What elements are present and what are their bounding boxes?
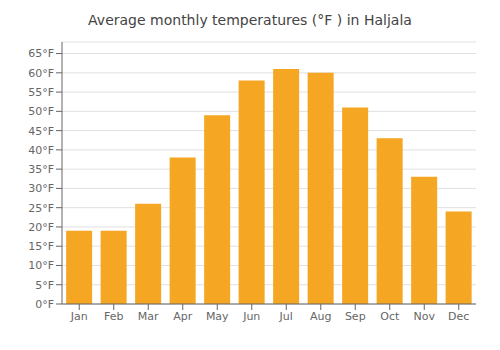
svg-text:Oct: Oct	[380, 310, 400, 323]
svg-text:Mar: Mar	[138, 310, 159, 323]
svg-text:Sep: Sep	[345, 310, 366, 323]
svg-text:Dec: Dec	[448, 310, 469, 323]
svg-text:Feb: Feb	[104, 310, 123, 323]
svg-text:55°F: 55°F	[28, 86, 54, 99]
svg-text:10°F: 10°F	[28, 259, 54, 272]
svg-text:35°F: 35°F	[28, 163, 54, 176]
svg-text:Jul: Jul	[279, 310, 293, 323]
svg-text:Jan: Jan	[70, 310, 88, 323]
svg-text:40°F: 40°F	[28, 144, 54, 157]
svg-text:Nov: Nov	[414, 310, 436, 323]
svg-text:Apr: Apr	[173, 310, 193, 323]
svg-text:0°F: 0°F	[35, 298, 54, 311]
svg-text:30°F: 30°F	[28, 182, 54, 195]
svg-text:Aug: Aug	[310, 310, 331, 323]
svg-text:Jun: Jun	[242, 310, 260, 323]
svg-text:65°F: 65°F	[28, 47, 54, 60]
svg-text:60°F: 60°F	[28, 67, 54, 80]
svg-text:May: May	[206, 310, 229, 323]
svg-text:45°F: 45°F	[28, 125, 54, 138]
svg-text:15°F: 15°F	[28, 240, 54, 253]
svg-text:5°F: 5°F	[35, 279, 54, 292]
svg-text:20°F: 20°F	[28, 221, 54, 234]
svg-text:50°F: 50°F	[28, 105, 54, 118]
html-text:Average monthly temperatures (: Average monthly temperatures (°F ) in Ha…	[88, 12, 412, 28]
svg-text:25°F: 25°F	[28, 202, 54, 215]
